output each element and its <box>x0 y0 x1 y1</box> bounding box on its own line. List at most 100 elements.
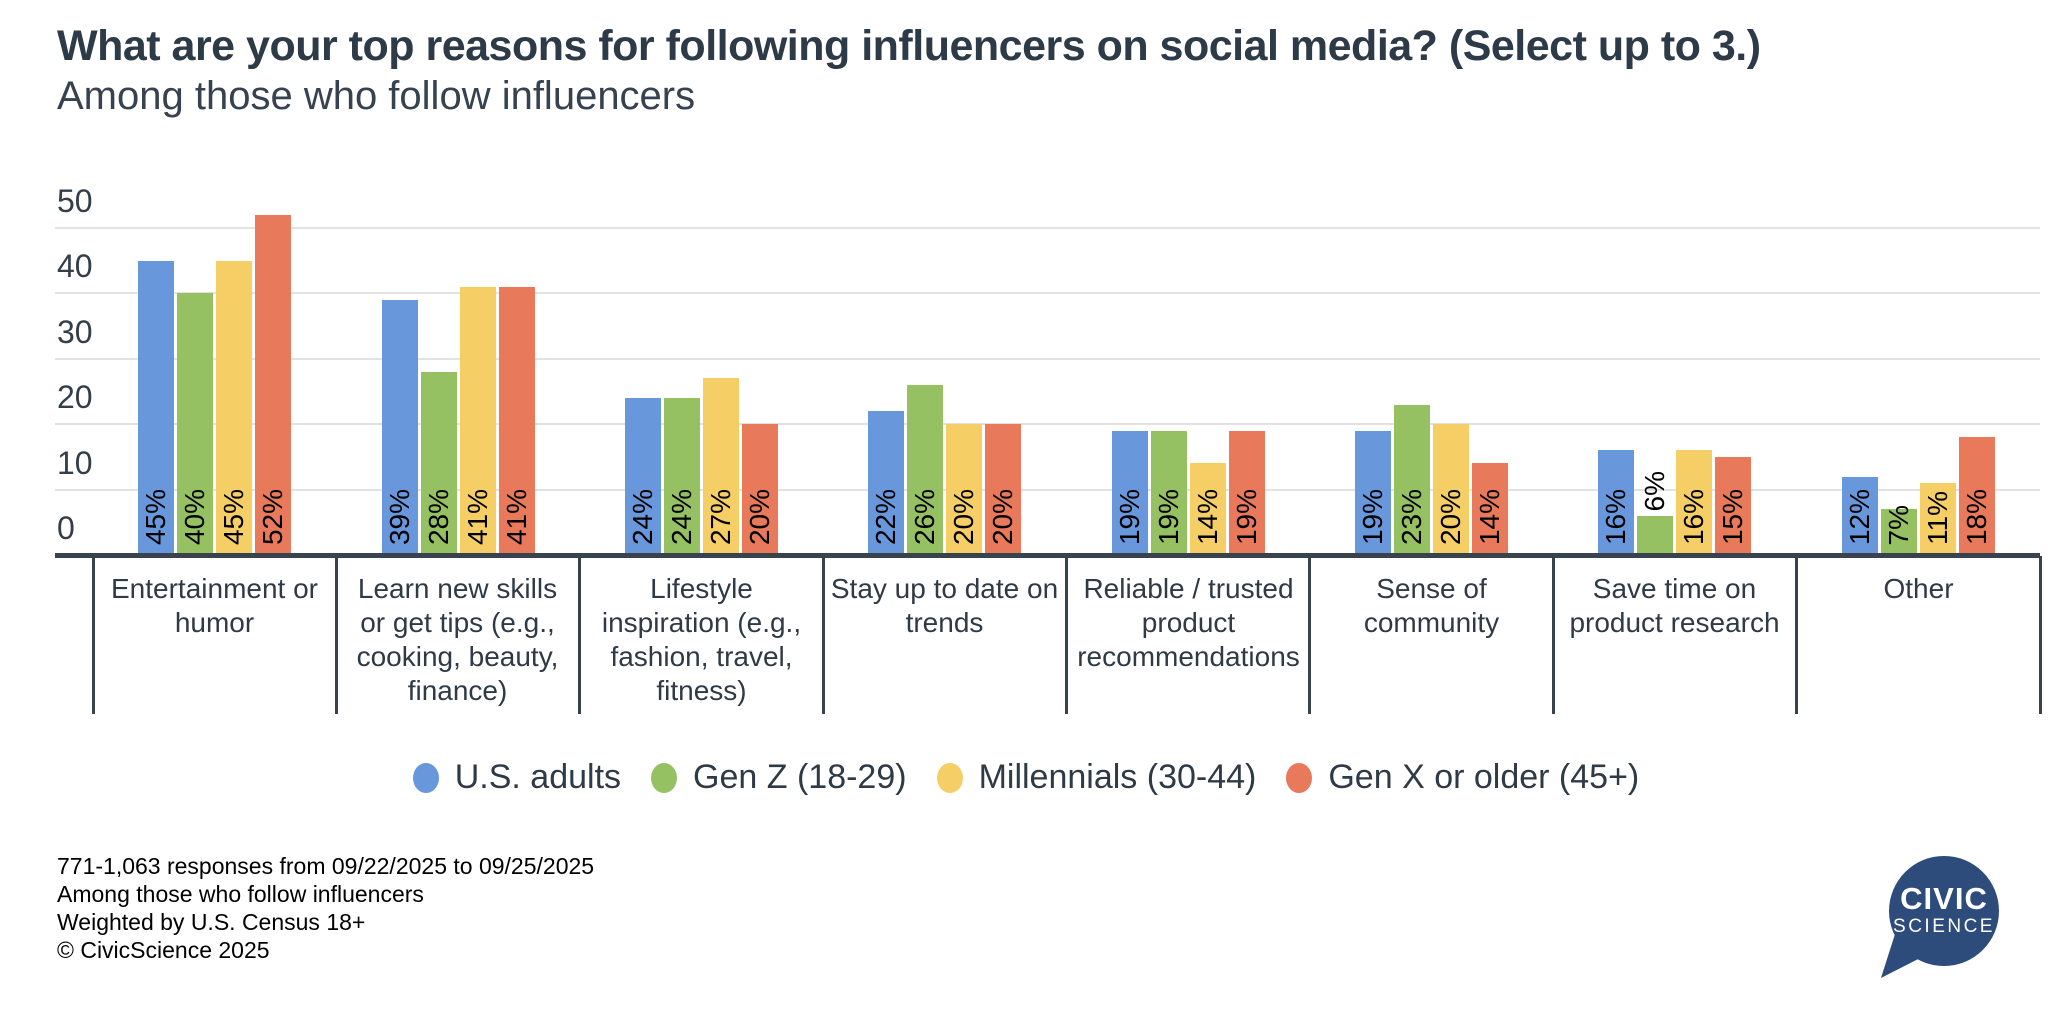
bar-value-label: 40% <box>177 489 213 545</box>
bar-value-text: 27% <box>705 488 736 545</box>
bar-value-label: 45% <box>138 489 174 545</box>
bar <box>1715 457 1751 555</box>
gridline <box>55 423 2040 425</box>
bar-value-label: 15% <box>1715 489 1751 545</box>
bar-value-text: 20% <box>987 488 1018 545</box>
category-label: Other <box>1883 573 1954 604</box>
footer-weighting: Weighted by U.S. Census 18+ <box>57 909 366 935</box>
bar-value-label: 14% <box>1190 489 1226 545</box>
bar <box>421 372 457 555</box>
bar-value-label: 6% <box>1637 471 1673 511</box>
bar <box>1842 477 1878 555</box>
bar <box>1637 516 1673 555</box>
bar-value-label: 24% <box>625 489 661 545</box>
chart-subtitle: Among those who follow influencers <box>57 74 696 118</box>
bar-value-text: 19% <box>1231 488 1262 545</box>
bar-value-text: 52% <box>257 488 288 545</box>
gridline <box>55 292 2040 294</box>
bar <box>255 215 291 555</box>
category-label: Stay up to date on trends <box>830 573 1059 638</box>
bar <box>1472 463 1508 555</box>
bar <box>985 424 1021 555</box>
bar-value-text: 22% <box>870 488 901 545</box>
category-label: Lifestyle inspiration (e.g., fashion, tr… <box>601 573 802 706</box>
category-label: Entertainment or humor <box>111 573 318 638</box>
bar <box>703 378 739 555</box>
bar <box>664 398 700 555</box>
bar-value-text: 16% <box>1600 488 1631 545</box>
bar-value-text: 20% <box>744 488 775 545</box>
y-axis-tick-label: 50 <box>57 183 93 219</box>
legend-label: Gen Z (18-29) <box>693 758 907 796</box>
bar-value-label: 20% <box>985 489 1021 545</box>
bar <box>907 385 943 555</box>
category-divider <box>2039 556 2042 714</box>
bar-value-label: 27% <box>703 489 739 545</box>
bar-value-label: 39% <box>382 489 418 545</box>
y-axis-tick-label: 30 <box>57 314 93 350</box>
bar-value-text: 41% <box>501 488 532 545</box>
logo-word-science: SCIENCE <box>1893 915 1995 937</box>
bar <box>460 287 496 555</box>
bar-value-label: 19% <box>1151 489 1187 545</box>
bar-value-text: 16% <box>1678 488 1709 545</box>
category-divider <box>92 556 95 714</box>
chart-title: What are your top reasons for following … <box>57 22 1761 70</box>
footer-responses: 771-1,063 responses from 09/22/2025 to 0… <box>57 853 595 879</box>
bar-value-text: 28% <box>423 488 454 545</box>
bar <box>1190 463 1226 555</box>
bar-value-text: 19% <box>1114 488 1145 545</box>
bar-value-text: 11% <box>1922 491 1953 545</box>
y-axis-tick-label: 40 <box>57 248 93 284</box>
category-divider <box>1065 556 1068 714</box>
bar <box>216 261 252 555</box>
bar-value-label: 19% <box>1355 489 1391 545</box>
bar-value-label: 11% <box>1920 491 1956 545</box>
bar-value-text: 6% <box>1639 470 1670 511</box>
bar-value-text: 7% <box>1883 504 1914 545</box>
bar-value-text: 19% <box>1357 488 1388 545</box>
bar-value-text: 14% <box>1474 488 1505 545</box>
category-label: Save time on product research <box>1569 573 1780 638</box>
bar <box>742 424 778 555</box>
footer-copyright: © CivicScience 2025 <box>57 937 270 963</box>
legend-swatch <box>1286 762 1313 793</box>
legend-swatch <box>936 762 963 793</box>
legend-swatch <box>651 762 678 793</box>
category-divider <box>1308 556 1311 714</box>
bar <box>1394 405 1430 555</box>
bar-value-label: 45% <box>216 489 252 545</box>
gridline <box>55 489 2040 491</box>
bar-value-label: 20% <box>1433 489 1469 545</box>
legend-item: Gen Z (18-29) <box>651 758 907 797</box>
y-axis-tick-label: 20 <box>57 379 93 415</box>
bar-value-text: 26% <box>909 488 940 545</box>
category-divider <box>1552 556 1555 714</box>
bar <box>1676 450 1712 555</box>
bar-value-label: 12% <box>1842 489 1878 545</box>
category-divider <box>335 556 338 714</box>
bar <box>499 287 535 555</box>
bar-value-text: 15% <box>1717 488 1748 545</box>
bar <box>138 261 174 555</box>
bar-value-text: 24% <box>666 488 697 545</box>
bar-value-label: 7% <box>1881 505 1917 545</box>
legend-swatch <box>412 762 439 793</box>
civicscience-logo: CIVIC SCIENCE <box>1874 850 2044 1010</box>
bar <box>1433 424 1469 555</box>
bar-value-label: 19% <box>1112 489 1148 545</box>
bar-value-label: 41% <box>499 489 535 545</box>
bar-value-label: 41% <box>460 489 496 545</box>
gridline <box>55 227 2040 229</box>
bar <box>1598 450 1634 555</box>
bar-value-label: 19% <box>1229 489 1265 545</box>
legend-label: Millennials (30-44) <box>978 758 1257 796</box>
bar-value-text: 40% <box>179 488 210 545</box>
bar <box>1959 437 1995 555</box>
bar <box>177 293 213 555</box>
bar-value-text: 39% <box>384 488 415 545</box>
bar-value-label: 16% <box>1598 489 1634 545</box>
footer: 771-1,063 responses from 09/22/2025 to 0… <box>57 852 594 964</box>
bar <box>625 398 661 555</box>
gridline <box>55 358 2040 360</box>
